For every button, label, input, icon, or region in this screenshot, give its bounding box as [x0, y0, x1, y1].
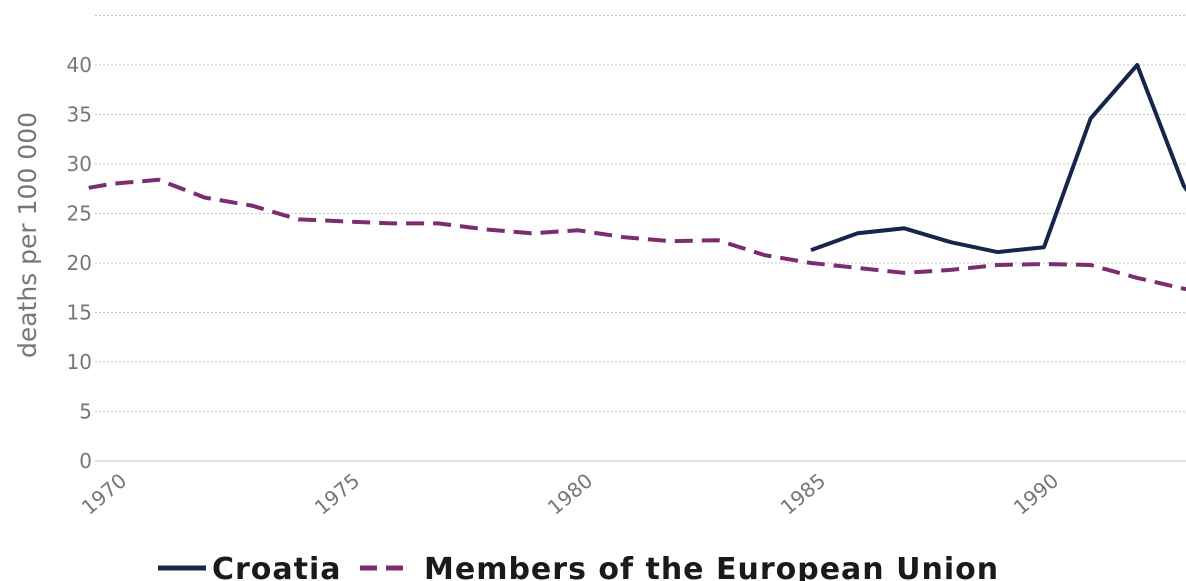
data-point: [1137, 65, 1138, 66]
legend-label-croatia: Croatia: [212, 552, 342, 581]
grid: [95, 15, 1186, 462]
y-tick-label: 35: [67, 103, 92, 127]
series-line-eu: [88, 177, 1186, 291]
data-point: [345, 221, 346, 222]
x-axis-ticks: 1970197519801985199019952000200520102015: [77, 468, 1063, 519]
x-tick-label: 1970: [77, 468, 131, 519]
data-point: [1044, 263, 1045, 264]
data-point: [531, 233, 532, 234]
data-point: [997, 264, 998, 265]
y-axis-ticks: 0 5 10 15 20 25 30 35 40: [67, 53, 92, 473]
data-point: [484, 229, 485, 230]
data-point: [1183, 185, 1184, 186]
data-point: [251, 205, 252, 206]
data-point: [1183, 288, 1184, 289]
series-line-croatia: [810, 63, 1186, 255]
data-point: [391, 223, 392, 224]
series-layer: [88, 63, 1186, 291]
x-tick-label: 1975: [310, 468, 364, 519]
data-point: [904, 228, 905, 229]
x-tick-label: 1980: [543, 468, 597, 519]
y-tick-label: 5: [79, 400, 92, 424]
data-point: [997, 252, 998, 253]
data-point: [857, 267, 858, 268]
data-point: [904, 272, 905, 273]
y-axis-title: deaths per 100 000: [13, 112, 42, 358]
data-point: [1090, 118, 1091, 119]
data-point: [438, 223, 439, 224]
data-point: [671, 241, 672, 242]
data-point: [88, 187, 89, 188]
legend: Croatia Members of the European Union: [158, 552, 999, 581]
y-tick-label: 10: [67, 350, 92, 374]
data-point: [298, 219, 299, 220]
y-tick-label: 20: [67, 251, 92, 275]
data-point: [112, 183, 113, 184]
y-tick-label: 30: [67, 152, 92, 176]
x-tick-label: 1985: [776, 468, 830, 519]
data-point: [1090, 264, 1091, 265]
data-point: [205, 197, 206, 198]
y-tick-label: 15: [67, 301, 92, 325]
data-point: [624, 237, 625, 238]
data-point: [1044, 247, 1045, 248]
data-point: [857, 233, 858, 234]
y-tick-label: 0: [79, 449, 92, 473]
data-point: [158, 179, 159, 180]
data-point: [950, 269, 951, 270]
data-point: [811, 250, 812, 251]
data-point: [578, 230, 579, 231]
data-point: [1137, 277, 1138, 278]
x-tick-label: 1990: [1009, 468, 1063, 519]
data-point: [764, 255, 765, 256]
legend-label-eu: Members of the European Union: [424, 552, 999, 581]
y-tick-label: 40: [67, 53, 92, 77]
data-point: [811, 263, 812, 264]
data-point: [950, 242, 951, 243]
data-point: [717, 240, 718, 241]
y-tick-label: 25: [67, 202, 92, 226]
